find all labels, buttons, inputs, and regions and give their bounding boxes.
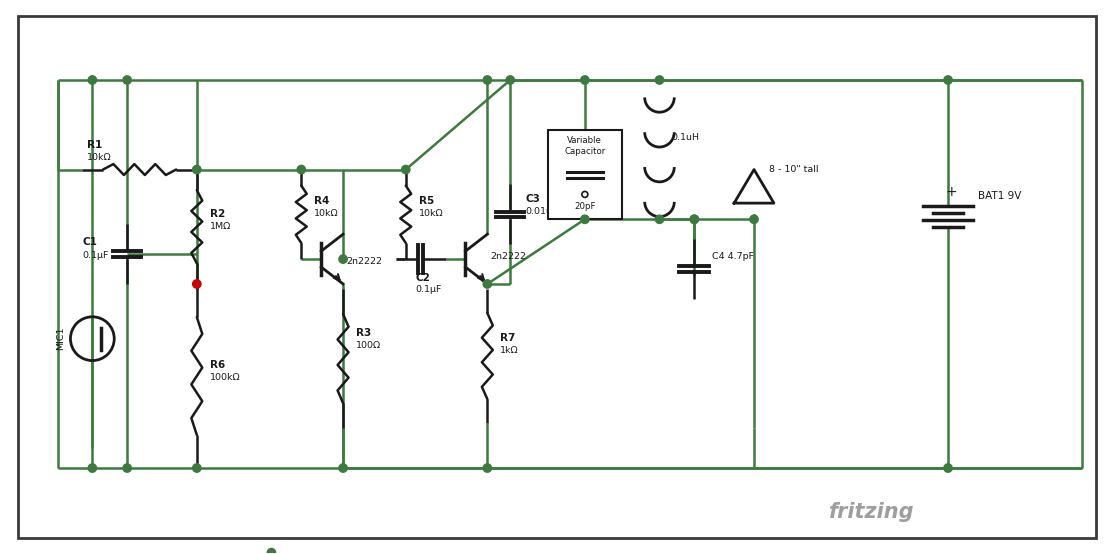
Text: 10kΩ: 10kΩ	[419, 209, 443, 218]
Circle shape	[580, 215, 589, 223]
Circle shape	[750, 215, 759, 223]
Text: C2: C2	[416, 273, 431, 283]
Text: 1MΩ: 1MΩ	[209, 222, 231, 231]
Text: C3: C3	[525, 194, 540, 204]
Text: 100Ω: 100Ω	[356, 341, 381, 350]
Circle shape	[691, 215, 698, 223]
Text: 20pF: 20pF	[574, 202, 596, 211]
Circle shape	[483, 464, 491, 472]
Text: fritzing: fritzing	[829, 502, 915, 522]
Circle shape	[193, 165, 201, 174]
Text: R6: R6	[209, 360, 225, 370]
Text: R1: R1	[87, 140, 102, 150]
Bar	[548, 130, 623, 219]
Circle shape	[267, 548, 275, 554]
Text: Capacitor: Capacitor	[564, 147, 606, 156]
Circle shape	[123, 464, 131, 472]
Circle shape	[193, 464, 201, 472]
Text: 1kΩ: 1kΩ	[500, 346, 519, 355]
Circle shape	[193, 280, 201, 288]
Text: 10kΩ: 10kΩ	[314, 209, 339, 218]
Text: 2n2222: 2n2222	[490, 252, 526, 261]
Text: 10kΩ: 10kΩ	[87, 152, 113, 162]
Circle shape	[691, 215, 698, 223]
Text: 0.1uH: 0.1uH	[672, 133, 700, 142]
Circle shape	[506, 76, 515, 84]
Text: 100kΩ: 100kΩ	[209, 373, 241, 382]
Circle shape	[339, 255, 348, 263]
Circle shape	[88, 76, 97, 84]
Text: R2: R2	[209, 209, 225, 219]
Circle shape	[655, 76, 664, 84]
Text: 8 - 10" tall: 8 - 10" tall	[769, 165, 819, 173]
Circle shape	[655, 215, 664, 223]
Circle shape	[483, 76, 491, 84]
Circle shape	[88, 464, 97, 472]
Circle shape	[944, 76, 952, 84]
Circle shape	[580, 76, 589, 84]
Text: R4: R4	[314, 196, 330, 207]
Text: 0.1μF: 0.1μF	[416, 285, 442, 294]
Text: MIC1: MIC1	[56, 327, 65, 351]
Circle shape	[944, 464, 952, 472]
Circle shape	[339, 464, 348, 472]
Text: 0.1μF: 0.1μF	[82, 251, 109, 260]
Text: R5: R5	[419, 196, 434, 207]
Text: C4 4.7pF: C4 4.7pF	[712, 252, 754, 261]
Circle shape	[483, 280, 491, 288]
Text: 0.01uf: 0.01uf	[525, 207, 556, 216]
Text: 2n2222: 2n2222	[346, 257, 382, 266]
Circle shape	[401, 165, 410, 174]
Text: R3: R3	[356, 328, 371, 338]
Circle shape	[297, 165, 305, 174]
Text: BAT1 9V: BAT1 9V	[978, 191, 1022, 202]
Text: +: +	[945, 186, 957, 199]
Text: R7: R7	[500, 333, 516, 343]
Circle shape	[123, 76, 131, 84]
Text: Variable: Variable	[567, 136, 603, 145]
Text: C1: C1	[82, 237, 97, 247]
